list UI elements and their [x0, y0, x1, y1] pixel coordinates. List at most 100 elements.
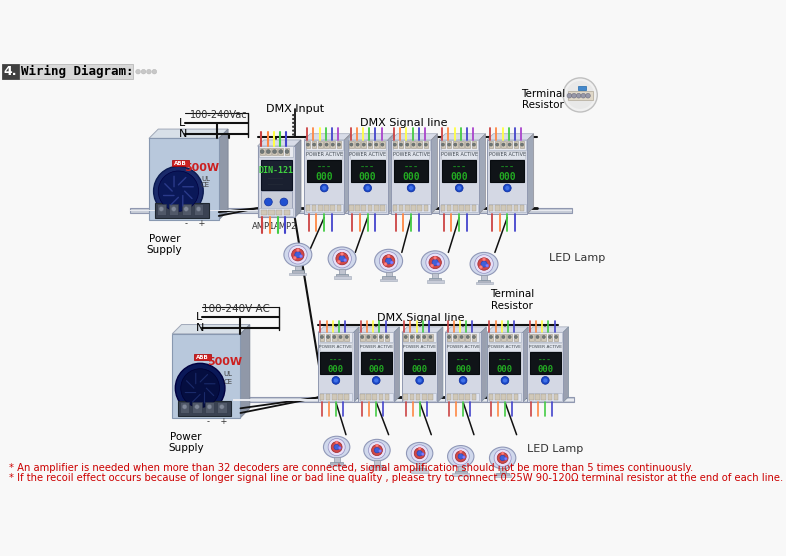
- Bar: [497, 473, 509, 476]
- Polygon shape: [295, 140, 301, 217]
- Bar: [495, 334, 500, 341]
- Bar: [278, 148, 283, 156]
- Text: 000: 000: [402, 172, 420, 182]
- Text: 500W: 500W: [208, 357, 243, 367]
- Text: CE: CE: [223, 379, 233, 385]
- Bar: [445, 332, 481, 402]
- Bar: [392, 205, 397, 211]
- Circle shape: [374, 378, 379, 383]
- Circle shape: [152, 70, 156, 74]
- Circle shape: [293, 256, 296, 260]
- Circle shape: [505, 186, 509, 190]
- Bar: [404, 353, 435, 374]
- Circle shape: [434, 256, 437, 260]
- Circle shape: [182, 404, 187, 409]
- Bar: [306, 203, 343, 212]
- Text: POWER ACTIVE: POWER ACTIVE: [529, 345, 562, 349]
- Ellipse shape: [470, 252, 498, 276]
- Circle shape: [447, 335, 450, 339]
- Circle shape: [431, 264, 434, 267]
- Bar: [332, 394, 336, 400]
- Bar: [373, 334, 377, 341]
- Bar: [413, 468, 426, 471]
- Bar: [338, 394, 343, 400]
- Circle shape: [412, 143, 415, 146]
- Bar: [380, 205, 384, 211]
- Circle shape: [383, 255, 395, 267]
- Bar: [411, 470, 428, 473]
- Circle shape: [350, 143, 353, 146]
- Text: ---: ---: [329, 356, 343, 365]
- Text: POWER ACTIVE: POWER ACTIVE: [403, 345, 436, 349]
- Polygon shape: [347, 134, 394, 140]
- Text: Wiring Diagram:: Wiring Diagram:: [21, 65, 134, 78]
- Bar: [410, 394, 414, 400]
- Circle shape: [288, 245, 307, 264]
- Text: POWER ACTIVE: POWER ACTIVE: [488, 345, 521, 349]
- Circle shape: [296, 249, 299, 252]
- Bar: [529, 343, 562, 351]
- Text: DMX Signal line: DMX Signal line: [376, 314, 465, 324]
- Polygon shape: [318, 327, 359, 332]
- Text: AMP1: AMP1: [252, 222, 275, 231]
- Polygon shape: [344, 134, 351, 214]
- Circle shape: [424, 143, 428, 146]
- Text: POWER ACTIVE: POWER ACTIVE: [489, 152, 526, 157]
- Circle shape: [502, 335, 505, 339]
- Bar: [383, 276, 395, 280]
- Text: ---: ---: [500, 163, 515, 172]
- Bar: [403, 334, 408, 341]
- Circle shape: [496, 143, 499, 146]
- Bar: [2, 64, 19, 80]
- Bar: [368, 141, 373, 148]
- Circle shape: [380, 252, 398, 270]
- Bar: [338, 334, 343, 341]
- Bar: [169, 204, 178, 215]
- Bar: [422, 334, 427, 341]
- Circle shape: [514, 335, 517, 339]
- Bar: [325, 205, 329, 211]
- Circle shape: [479, 266, 483, 269]
- Bar: [369, 467, 385, 470]
- Circle shape: [457, 186, 461, 190]
- Text: 000: 000: [450, 172, 468, 182]
- Circle shape: [447, 143, 450, 146]
- Circle shape: [404, 335, 407, 339]
- Circle shape: [417, 335, 420, 339]
- Polygon shape: [487, 134, 534, 140]
- Bar: [306, 140, 343, 150]
- Bar: [403, 332, 436, 342]
- Bar: [194, 354, 211, 360]
- Bar: [548, 394, 553, 400]
- Bar: [272, 148, 277, 156]
- Text: UL: UL: [201, 176, 210, 182]
- Text: 000: 000: [315, 172, 333, 182]
- Text: ---: ---: [317, 163, 332, 172]
- Circle shape: [442, 143, 444, 146]
- Circle shape: [494, 449, 511, 466]
- Circle shape: [502, 143, 505, 146]
- Bar: [416, 394, 421, 400]
- Bar: [379, 394, 384, 400]
- Text: ---: ---: [538, 356, 553, 365]
- Bar: [276, 210, 282, 215]
- Circle shape: [549, 335, 552, 339]
- Bar: [362, 141, 366, 148]
- Text: AMP2: AMP2: [274, 222, 297, 231]
- Bar: [403, 394, 408, 400]
- Bar: [307, 160, 341, 182]
- Circle shape: [380, 335, 383, 339]
- Bar: [513, 141, 518, 148]
- Circle shape: [460, 143, 463, 146]
- Bar: [325, 141, 329, 148]
- Circle shape: [328, 439, 345, 455]
- Bar: [417, 463, 423, 469]
- Circle shape: [219, 404, 224, 409]
- Circle shape: [292, 118, 295, 120]
- Text: CE: CE: [201, 182, 210, 188]
- Bar: [472, 394, 476, 400]
- Text: ---: ---: [456, 356, 470, 365]
- Circle shape: [411, 445, 428, 462]
- Ellipse shape: [284, 243, 312, 266]
- Circle shape: [374, 448, 380, 453]
